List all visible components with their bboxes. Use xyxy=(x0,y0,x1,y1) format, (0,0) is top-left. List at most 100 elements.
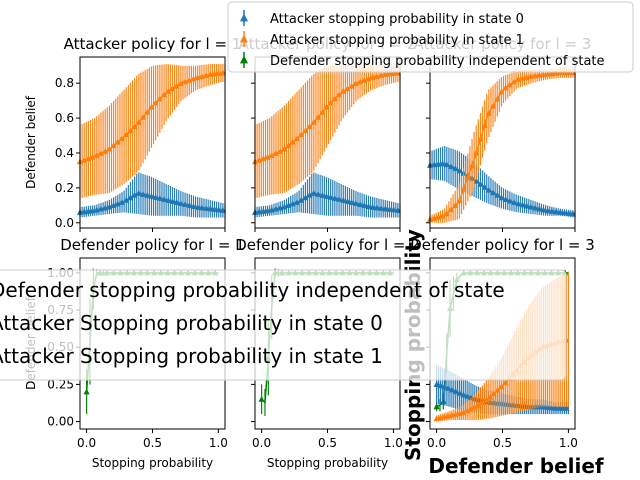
data-point xyxy=(382,71,389,78)
data-point xyxy=(306,123,313,130)
data-point xyxy=(177,200,184,206)
data-point xyxy=(553,208,560,215)
legend-entry: Attacker stopping probability in state 1 xyxy=(239,31,524,48)
data-point xyxy=(314,190,322,197)
data-point xyxy=(439,160,446,167)
data-point xyxy=(131,123,138,130)
data-point xyxy=(460,185,467,192)
data-point xyxy=(433,403,440,410)
legend-label: Attacker Stopping probability in state 0 xyxy=(0,311,383,335)
y-tick-label: 0.4 xyxy=(55,146,74,160)
data-point xyxy=(340,196,347,203)
data-point xyxy=(165,87,172,94)
x-tick-label: 0.0 xyxy=(252,436,271,450)
legend-label: Attacker stopping probability in state 0 xyxy=(270,12,524,27)
data-point xyxy=(473,149,480,156)
data-point xyxy=(268,151,275,158)
top-legend: Attacker stopping probability in state 0… xyxy=(227,1,634,73)
data-point xyxy=(386,205,393,212)
data-point xyxy=(464,407,471,414)
data-point xyxy=(510,78,518,85)
data-point xyxy=(390,70,397,77)
data-point xyxy=(477,180,484,187)
x-tick-label: 1.0 xyxy=(559,436,578,450)
legend-box xyxy=(0,269,567,381)
legend-marker xyxy=(239,55,249,64)
data-point xyxy=(260,207,267,214)
data-point xyxy=(532,204,539,211)
data-point xyxy=(139,113,147,120)
data-point xyxy=(302,194,309,201)
data-point xyxy=(281,203,288,210)
data-point xyxy=(435,160,442,167)
data-point xyxy=(483,396,490,403)
data-point xyxy=(444,384,452,391)
data-point xyxy=(485,109,492,116)
data-point xyxy=(456,389,463,396)
data-point xyxy=(563,404,570,411)
axes-frame xyxy=(79,56,226,229)
data-point xyxy=(357,78,364,85)
data-point xyxy=(553,69,560,76)
data-point xyxy=(452,165,459,172)
data-point xyxy=(182,201,189,207)
data-point xyxy=(123,196,130,203)
data-point xyxy=(81,156,88,163)
data-point xyxy=(481,183,488,190)
data-point xyxy=(81,208,88,215)
data-point xyxy=(148,192,155,199)
data-point xyxy=(219,206,226,213)
data-point xyxy=(135,118,142,125)
data-point xyxy=(127,127,134,134)
data-point xyxy=(83,388,90,395)
axes-frame xyxy=(254,56,401,229)
legend-box xyxy=(227,1,634,73)
data-point xyxy=(460,391,467,398)
y-tick-label: 0.8 xyxy=(55,76,74,90)
data-point xyxy=(281,145,288,152)
data-point xyxy=(506,197,513,204)
data-point xyxy=(85,207,92,214)
data-point xyxy=(440,397,447,404)
data-point xyxy=(494,95,501,102)
subplot-title: Defender policy for l = 1 xyxy=(60,236,245,254)
data-point xyxy=(548,70,555,77)
data-point xyxy=(285,201,292,208)
data-point xyxy=(494,386,501,393)
data-point xyxy=(144,108,151,115)
data-point xyxy=(498,88,505,95)
data-point xyxy=(173,82,180,89)
data-point xyxy=(156,95,163,102)
data-point xyxy=(256,156,263,163)
data-point xyxy=(536,205,543,212)
data-point xyxy=(144,191,151,198)
series-2 xyxy=(76,63,226,199)
data-point xyxy=(277,147,284,154)
data-point xyxy=(471,403,478,410)
data-point xyxy=(182,78,189,85)
data-point xyxy=(302,127,309,134)
data-point xyxy=(540,71,547,78)
data-point xyxy=(198,204,205,211)
data-point xyxy=(165,196,172,203)
data-point xyxy=(437,382,444,389)
data-point xyxy=(515,200,522,207)
data-point xyxy=(211,205,218,212)
data-point xyxy=(93,151,100,158)
data-point xyxy=(310,189,317,196)
data-point xyxy=(319,191,326,198)
data-point xyxy=(548,207,555,214)
data-point xyxy=(361,76,368,83)
data-point xyxy=(310,118,317,125)
data-point xyxy=(306,191,313,198)
data-point xyxy=(215,70,222,77)
data-point xyxy=(532,72,539,79)
bottom-legend: Defender stopping probability independen… xyxy=(0,269,567,381)
series-2 xyxy=(251,63,401,199)
data-point xyxy=(169,85,176,92)
data-point xyxy=(194,203,201,210)
data-point xyxy=(487,393,494,400)
data-point xyxy=(433,380,440,387)
data-point xyxy=(135,189,142,196)
